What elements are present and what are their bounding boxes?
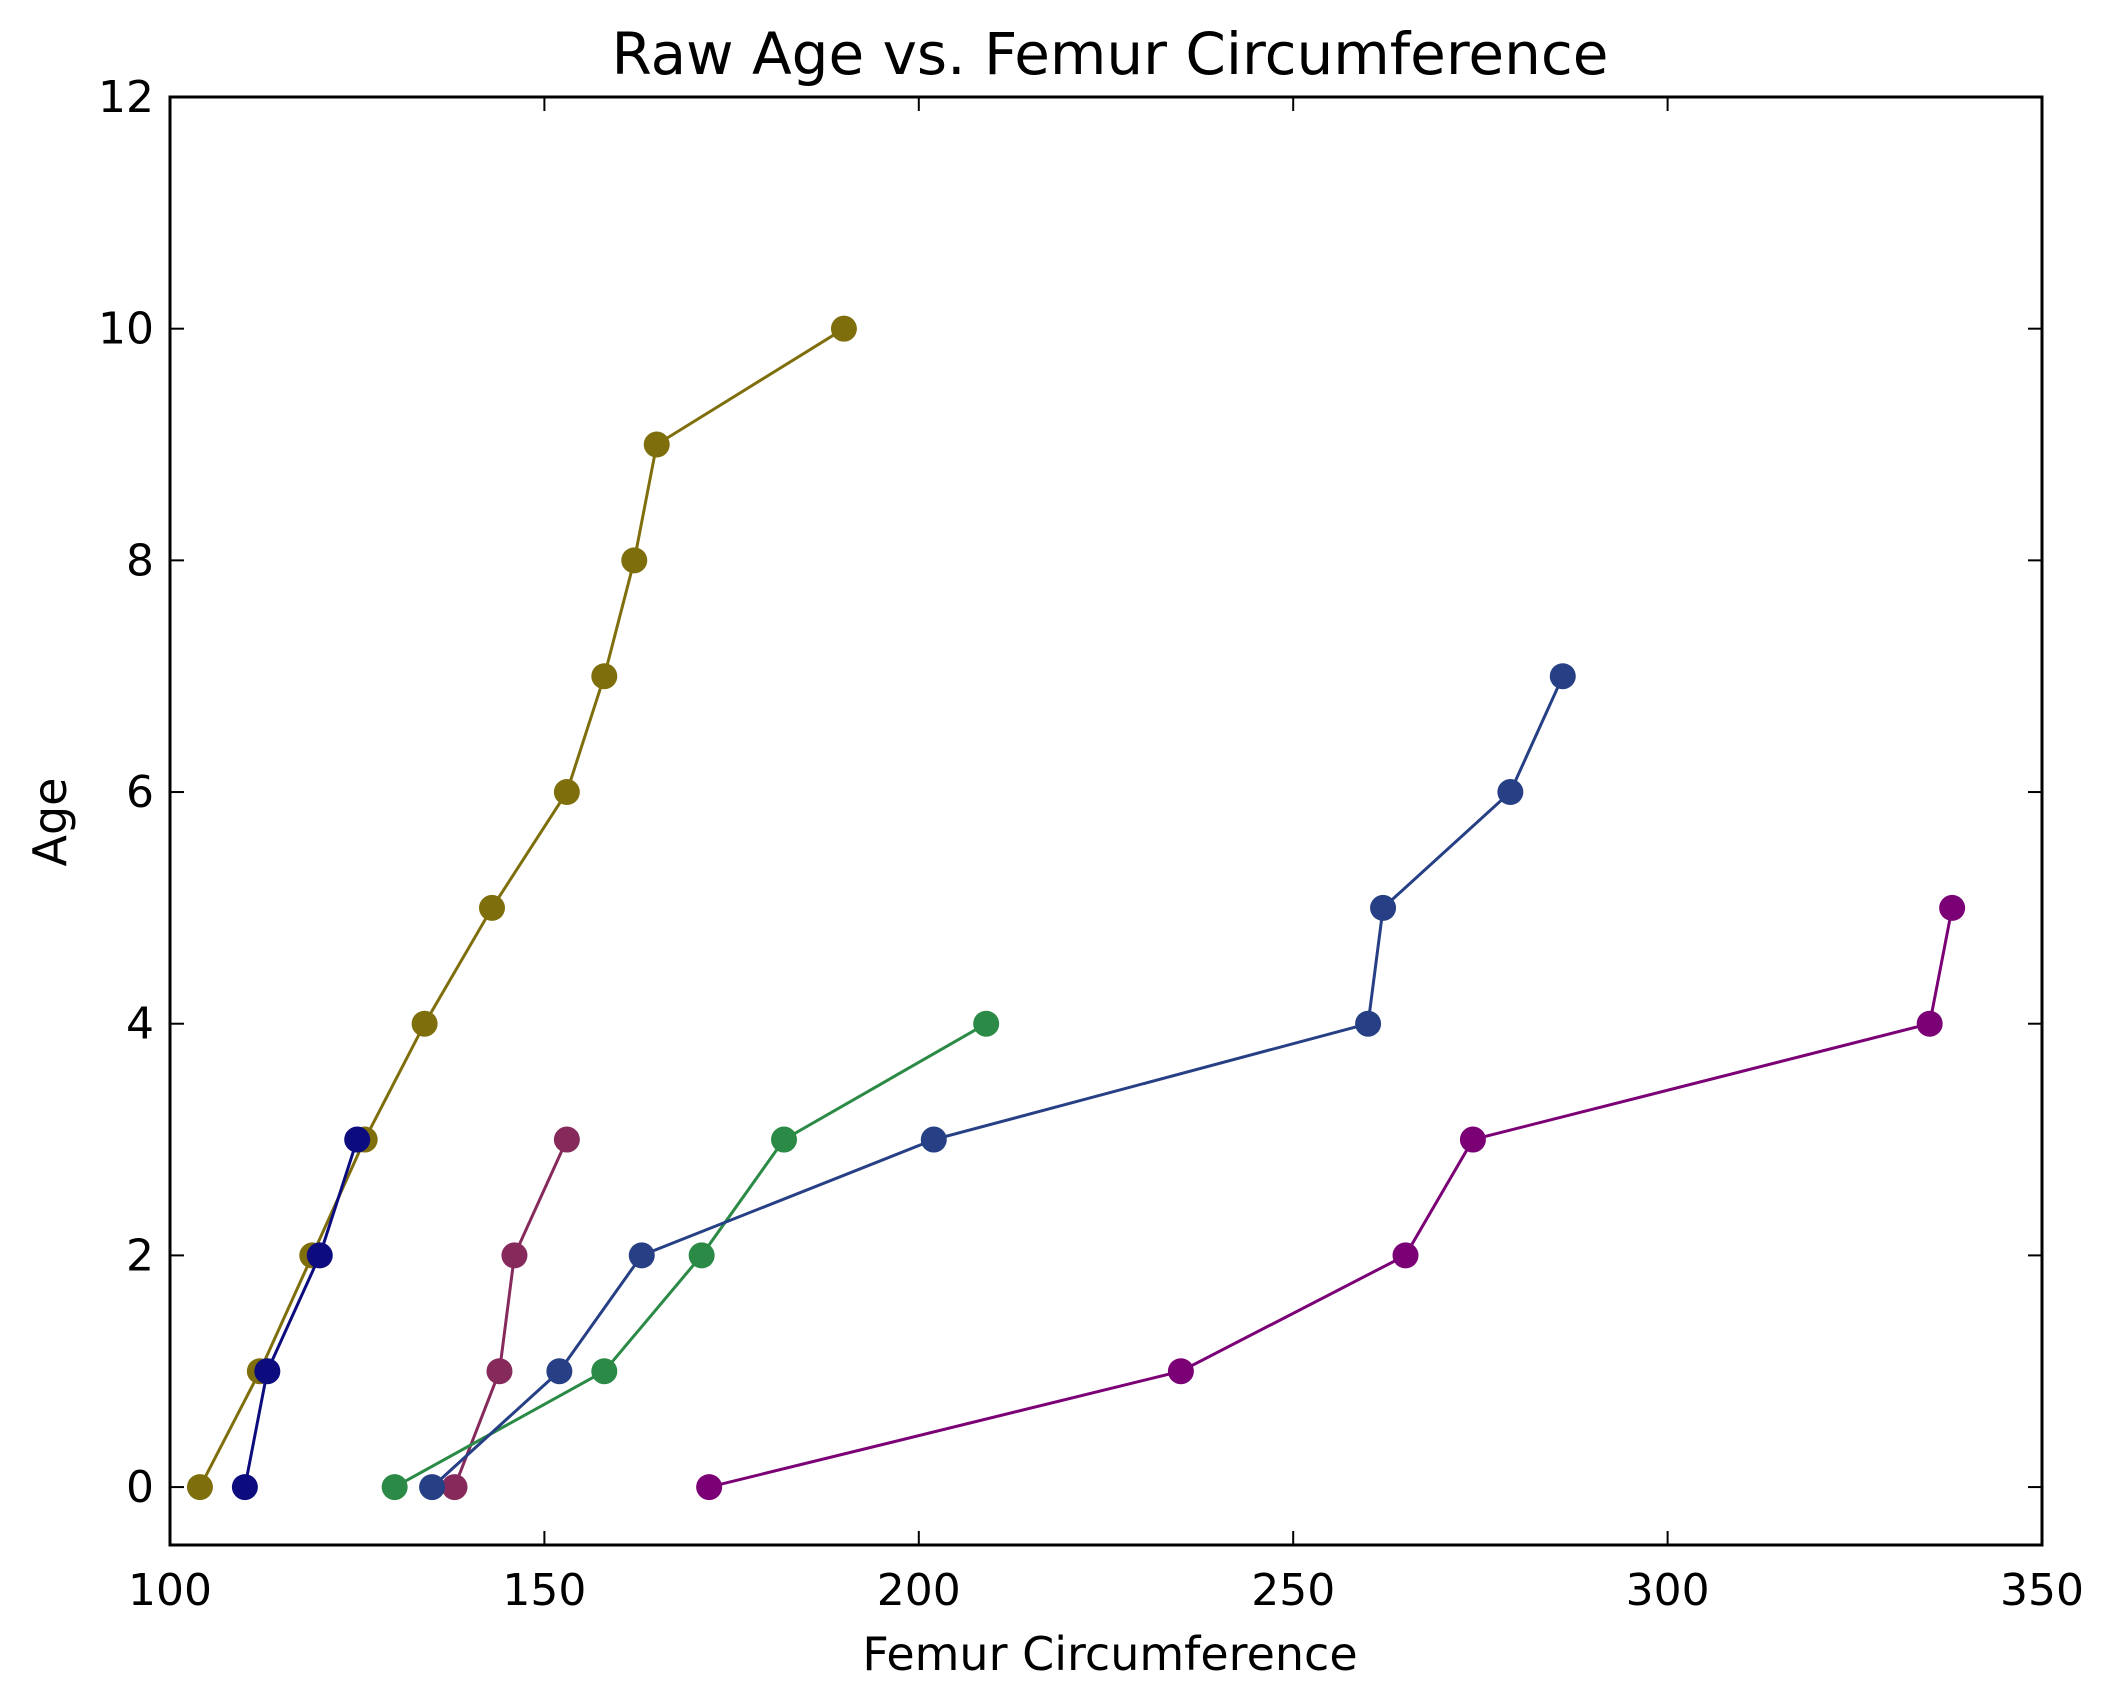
data-point [546,1358,573,1385]
data-point [696,1474,723,1501]
x-tick-label: 350 [2000,1565,2084,1616]
y-tick-label: 0 [126,1462,154,1513]
series-line [243,1139,359,1488]
data-point [1370,894,1397,921]
data-point [1497,779,1524,806]
series-layer [186,315,1966,1501]
x-tick-label: 250 [1251,1565,1335,1616]
series-6 [696,894,1966,1501]
y-tick-label: 6 [126,767,154,818]
series-line [708,907,1954,1489]
axis-ticks: 100 150 200 250 300 350 0 2 4 6 8 10 12 [98,72,2084,1616]
data-point [621,547,648,574]
data-point [973,1010,1000,1037]
data-point [411,1010,438,1037]
data-point [643,431,670,458]
data-point [688,1242,715,1269]
data-point [1355,1010,1382,1037]
data-point [553,779,580,806]
data-point [186,1474,213,1501]
plot-frame [168,95,2044,1547]
data-point [441,1474,468,1501]
series-line [431,675,1565,1489]
data-point [591,663,618,690]
y-tick-label: 8 [126,535,154,586]
chart-title: Raw Age vs. Femur Circumference [612,20,1609,88]
series-3 [441,1126,580,1501]
x-tick-label: 100 [128,1565,212,1616]
data-point [771,1126,798,1153]
y-tick-label: 2 [126,1230,154,1281]
series-2 [231,1126,371,1501]
data-point [486,1358,513,1385]
data-point [1916,1010,1943,1037]
data-point [254,1358,281,1385]
series-5 [419,663,1576,1501]
data-point [501,1242,528,1269]
data-point [920,1126,947,1153]
data-point [231,1474,258,1501]
data-point [591,1358,618,1385]
data-point [628,1242,655,1269]
y-tick-label: 4 [126,999,154,1050]
x-tick-label: 150 [502,1565,586,1616]
y-tick-label: 10 [98,304,154,355]
x-tick-label: 300 [1626,1565,1710,1616]
data-point [1459,1126,1486,1153]
data-point [419,1474,446,1501]
data-point [1392,1242,1419,1269]
data-point [1939,894,1966,921]
data-point [1167,1358,1194,1385]
x-tick-label: 200 [877,1565,961,1616]
data-point [1549,663,1576,690]
data-point [381,1474,408,1501]
series-line [453,1138,569,1488]
data-point [306,1242,333,1269]
y-axis-label: Age [23,778,77,867]
y-tick-label: 12 [98,72,154,123]
series-4 [381,1010,1000,1501]
x-axis-label: Femur Circumference [862,1627,1357,1681]
data-point [830,315,857,342]
data-point [344,1126,371,1153]
data-point [553,1126,580,1153]
data-point [478,894,505,921]
